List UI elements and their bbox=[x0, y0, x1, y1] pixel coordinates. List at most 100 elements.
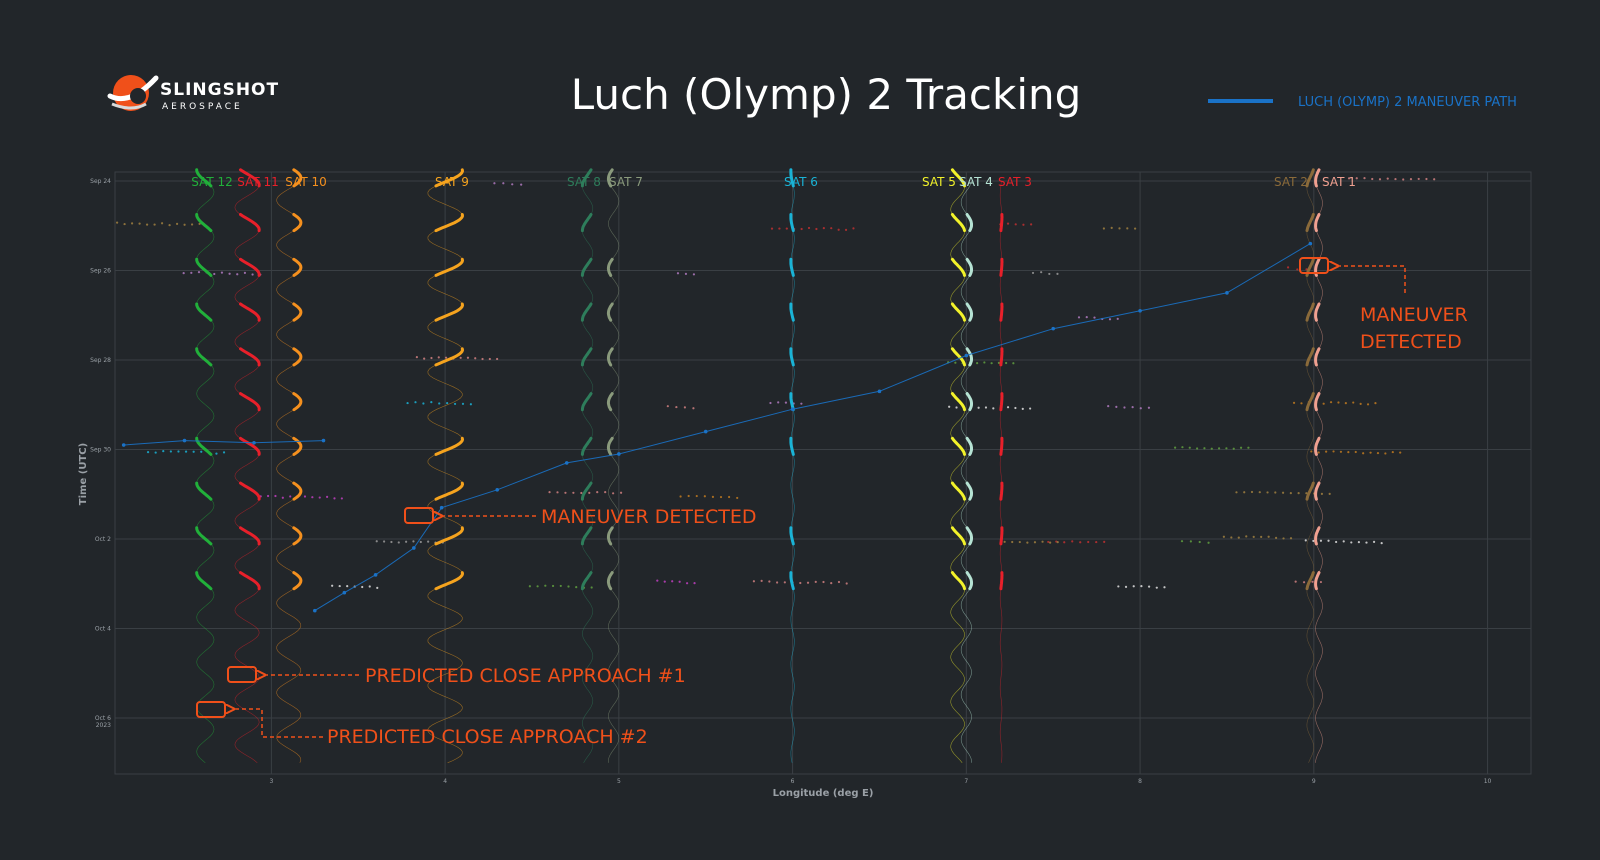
detection-point bbox=[1195, 447, 1199, 450]
satellite-track-segment bbox=[195, 213, 213, 233]
background-detections bbox=[115, 176, 1436, 589]
detection-point bbox=[1332, 450, 1335, 453]
detection-point bbox=[814, 580, 817, 583]
detection-point bbox=[1376, 451, 1380, 455]
detection-point bbox=[1365, 541, 1368, 544]
satellite-track-segment bbox=[789, 347, 795, 367]
satellite-track-segment bbox=[789, 571, 795, 591]
x-tick-label: 5 bbox=[617, 778, 621, 785]
annotation-arrow bbox=[233, 709, 323, 738]
satellite-track-segment bbox=[965, 213, 973, 233]
detection-point bbox=[990, 362, 993, 365]
detection-point bbox=[184, 450, 188, 453]
satellite-track-segment bbox=[434, 436, 465, 456]
annotation-label: DETECTED bbox=[1360, 331, 1462, 353]
satellite-track-segment bbox=[195, 481, 213, 501]
maneuver-path-point bbox=[1051, 326, 1056, 331]
detection-point bbox=[1147, 585, 1151, 588]
detection-point bbox=[346, 584, 349, 588]
detection-point bbox=[1180, 540, 1184, 543]
maneuver-path-point bbox=[321, 438, 326, 443]
detection-point bbox=[1030, 223, 1033, 226]
detection-point bbox=[1327, 539, 1330, 542]
detection-point bbox=[1344, 402, 1347, 405]
detection-point bbox=[1079, 541, 1082, 544]
detection-point bbox=[1011, 540, 1014, 544]
maneuver-path-line bbox=[566, 243, 1311, 464]
detection-point bbox=[1386, 177, 1389, 180]
detection-point bbox=[1108, 318, 1112, 321]
detection-point bbox=[183, 223, 186, 226]
detection-point bbox=[807, 226, 811, 230]
detection-point bbox=[459, 356, 462, 359]
detection-point bbox=[422, 402, 425, 405]
satellite-track-segment bbox=[965, 526, 973, 546]
detection-point bbox=[683, 406, 686, 409]
detection-point bbox=[375, 540, 378, 543]
y-tick-sublabel: 2023 bbox=[96, 722, 111, 729]
detection-point bbox=[1014, 223, 1017, 226]
satellite-track-segment bbox=[239, 392, 261, 412]
legend: LUCH (OLYMP) 2 MANEUVER PATH bbox=[1208, 95, 1517, 110]
satellite-track-segment bbox=[195, 571, 213, 591]
satellite-orbit-line bbox=[582, 180, 594, 763]
detection-point bbox=[711, 495, 715, 499]
satellite-orbit-line bbox=[960, 180, 972, 763]
satellite-track-segment bbox=[789, 302, 795, 322]
detection-point bbox=[785, 227, 788, 230]
detection-point bbox=[1250, 490, 1254, 494]
detection-point bbox=[175, 222, 179, 225]
detection-point bbox=[220, 271, 224, 274]
detection-point bbox=[1056, 272, 1059, 275]
satellite-track-segment bbox=[292, 213, 303, 233]
detection-point bbox=[575, 586, 578, 589]
satellite-track-segment bbox=[1305, 481, 1315, 501]
detection-point bbox=[1245, 535, 1248, 538]
detection-point bbox=[123, 222, 126, 226]
maneuver-path-point bbox=[964, 353, 969, 358]
detection-point bbox=[281, 496, 284, 499]
detection-point bbox=[1274, 491, 1277, 494]
detection-point bbox=[1006, 222, 1010, 225]
satellite-track-segment bbox=[999, 213, 1004, 233]
satellite-orbit-line bbox=[427, 180, 463, 764]
annotations: MANEUVER DETECTED MANEUVER DETECTED PREDICT… bbox=[196, 257, 1468, 748]
x-tick-label: 7 bbox=[964, 778, 968, 785]
satellite-track-segment bbox=[950, 347, 966, 367]
detection-point bbox=[222, 451, 226, 454]
detection-point bbox=[1005, 361, 1008, 365]
satellite-track-segment bbox=[606, 436, 614, 456]
satellite-orbit-line bbox=[276, 180, 302, 763]
y-tick-label: Sep 28 bbox=[90, 357, 111, 364]
detection-point bbox=[1354, 450, 1357, 454]
detection-point bbox=[1237, 536, 1240, 539]
satellite-orbit-line bbox=[999, 180, 1003, 763]
detection-point bbox=[997, 361, 1000, 364]
satellite-track-segment bbox=[965, 347, 973, 367]
detection-point bbox=[784, 401, 788, 404]
satellite-track-segment bbox=[292, 526, 303, 546]
detection-point bbox=[1304, 539, 1307, 542]
maneuver-path-point bbox=[495, 487, 500, 492]
satellite-track-segment bbox=[789, 436, 795, 456]
detection-point bbox=[213, 272, 216, 276]
detection-point bbox=[719, 495, 723, 499]
detection-point bbox=[1282, 537, 1285, 540]
satellite-track-segment bbox=[950, 526, 966, 546]
maneuver-path-point bbox=[703, 429, 708, 434]
detection-point bbox=[382, 540, 386, 543]
detection-point bbox=[1235, 491, 1238, 494]
detection-point bbox=[844, 228, 848, 231]
detection-point bbox=[481, 357, 484, 361]
satellite-track-segment bbox=[999, 347, 1004, 367]
annotation-arrow bbox=[1337, 266, 1406, 293]
detection-point bbox=[1014, 406, 1017, 410]
detection-point bbox=[438, 402, 441, 405]
detection-point bbox=[146, 451, 150, 454]
detection-point bbox=[954, 361, 957, 364]
detection-point bbox=[145, 223, 149, 226]
detection-point bbox=[1433, 178, 1436, 181]
satellite-track-segment bbox=[580, 213, 593, 233]
detection-point bbox=[596, 491, 599, 494]
detection-point bbox=[1352, 401, 1355, 404]
